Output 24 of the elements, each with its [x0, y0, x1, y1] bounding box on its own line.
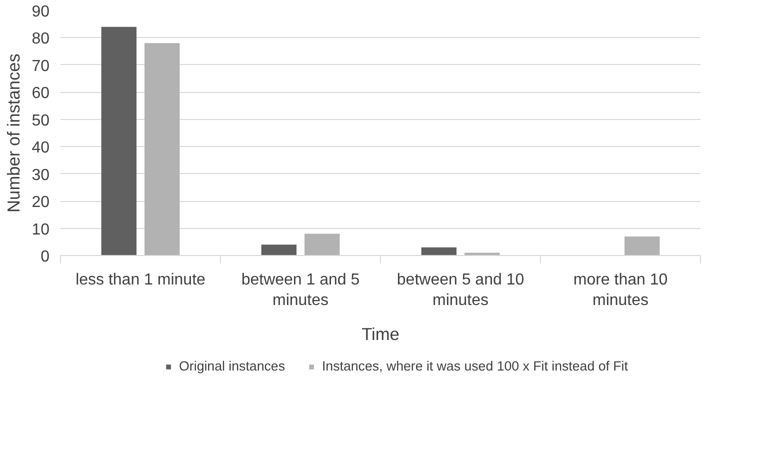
y-tick-label: 0	[40, 248, 50, 266]
x-tick-label: between 5 and 10 minutes	[396, 272, 524, 309]
y-tick-label: 50	[32, 112, 50, 130]
y-tick-label: 30	[32, 166, 50, 184]
bar	[144, 43, 180, 256]
y-tick-label: 70	[32, 58, 50, 75]
x-tick-label: between 1 and 5 minutes	[241, 272, 360, 309]
legend-label: Original instances	[179, 358, 285, 374]
legend-label: Instances, where it was used 100 x Fit instead of Fit	[322, 358, 628, 374]
x-tick-label: less than 1 minute	[76, 272, 206, 288]
y-tick-label: 60	[32, 85, 50, 102]
bar	[304, 234, 340, 256]
y-tick-label: 20	[32, 194, 50, 212]
y-axis-title: Number of instances	[4, 53, 24, 212]
y-tick-label: 80	[32, 30, 50, 48]
bar	[421, 247, 456, 256]
x-tick-label: more than 10 minutes	[573, 272, 668, 309]
y-tick-label: 40	[32, 140, 50, 157]
x-axis-title: Time	[362, 324, 400, 344]
y-tick-label: 90	[32, 4, 50, 20]
y-tick-label: 10	[32, 221, 50, 238]
bar	[101, 26, 136, 256]
bar	[261, 244, 296, 256]
bar	[624, 236, 660, 256]
